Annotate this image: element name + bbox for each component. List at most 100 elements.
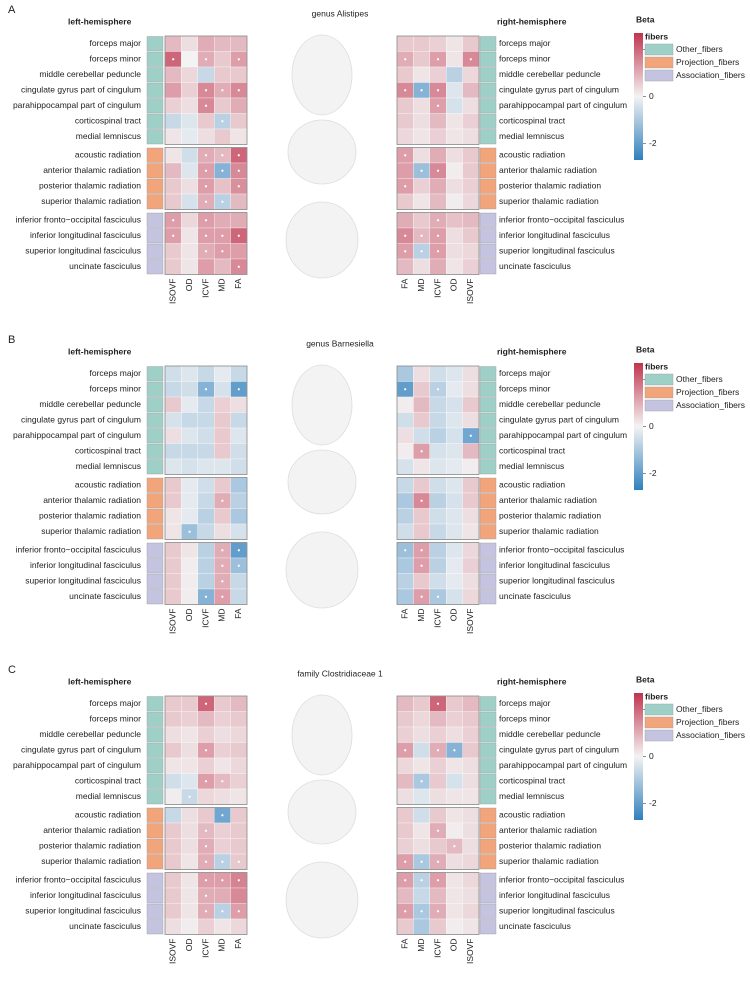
significance-dot xyxy=(237,154,240,157)
row-label: forceps minor xyxy=(90,384,142,394)
group-strip xyxy=(146,67,164,83)
heat-cell xyxy=(446,492,463,509)
significance-dot xyxy=(436,250,440,253)
significance-dot xyxy=(204,169,208,172)
hemisphere-title: left-hemisphere xyxy=(68,676,132,686)
heat-cell xyxy=(164,193,182,210)
significance-dot xyxy=(404,388,407,391)
heat-cell xyxy=(164,887,182,904)
heat-cell xyxy=(446,193,463,210)
heat-cell xyxy=(413,695,430,712)
heat-cell xyxy=(181,887,198,904)
heat-cell xyxy=(197,113,215,130)
heat-cell xyxy=(164,695,182,712)
group-strip xyxy=(146,163,164,179)
row-label: parahippocampal part of cingulum xyxy=(499,100,627,110)
significance-dot xyxy=(469,58,472,61)
heat-cell xyxy=(230,427,248,444)
heat-cell xyxy=(181,97,198,114)
group-frame xyxy=(396,695,480,805)
row-label: medial lemniscus xyxy=(499,461,564,471)
heat-cell xyxy=(446,807,463,824)
heat-cell xyxy=(230,573,248,590)
hemisphere-title: right-hemisphere xyxy=(497,16,567,26)
legend-swatch xyxy=(644,56,674,69)
heat-cell xyxy=(230,742,248,759)
heat-cell xyxy=(214,427,231,444)
heat-cell xyxy=(446,82,463,99)
heat-cell xyxy=(462,872,480,889)
heat-cell xyxy=(429,887,447,904)
group-strip xyxy=(146,366,164,382)
group-strip xyxy=(146,147,164,163)
column-label: ISOVF xyxy=(465,279,475,305)
heat-cell xyxy=(230,243,248,260)
heat-cell xyxy=(413,212,430,229)
heat-cell xyxy=(181,258,198,275)
group-strip xyxy=(479,508,497,524)
significance-dot xyxy=(221,879,224,882)
heat-cell xyxy=(396,726,414,743)
heat-cell xyxy=(197,711,215,728)
row-label: inferior longitudinal fasciculus xyxy=(30,230,141,240)
significance-dot xyxy=(204,894,208,897)
heat-cell xyxy=(197,757,215,774)
heat-cell xyxy=(230,396,248,413)
column-label: MD xyxy=(416,279,426,292)
legend-label: Association_fibers xyxy=(676,730,745,740)
heat-cell xyxy=(413,887,430,904)
heat-cell xyxy=(164,573,182,590)
heat-cell xyxy=(446,887,463,904)
heat-cell xyxy=(429,711,447,728)
heat-cell xyxy=(230,193,248,210)
group-strip xyxy=(479,807,497,823)
group-strip xyxy=(479,243,497,259)
heat-cell xyxy=(462,243,480,260)
group-strip xyxy=(146,711,164,727)
group-strip xyxy=(146,542,164,558)
significance-dot xyxy=(436,829,440,832)
significance-dot xyxy=(221,860,224,863)
heat-cell xyxy=(164,162,182,179)
significance-dot xyxy=(436,58,440,61)
heat-cell xyxy=(230,212,248,229)
row-label: posterior thalamic radiation xyxy=(39,181,141,191)
heat-cell xyxy=(446,557,463,574)
group-strip xyxy=(146,838,164,854)
heat-cell xyxy=(429,412,447,429)
group-frame xyxy=(396,477,480,540)
column-label: MD xyxy=(217,279,227,292)
column-label: ICVF xyxy=(432,939,442,958)
row-label: cingulate gyrus part of cingulum xyxy=(21,85,141,95)
group-strip xyxy=(479,711,497,727)
significance-dot xyxy=(237,564,240,567)
significance-dot xyxy=(204,250,208,253)
row-label: anterior thalamic radiation xyxy=(43,495,141,505)
group-strip xyxy=(146,872,164,888)
heat-cell xyxy=(181,147,198,164)
heat-cell xyxy=(462,97,480,114)
heat-cell xyxy=(413,193,430,210)
heat-cell xyxy=(164,588,182,605)
heat-cell xyxy=(181,872,198,889)
group-strip xyxy=(146,459,164,475)
panel-title: genus Barnesiella xyxy=(306,338,374,348)
heat-cell xyxy=(429,396,447,413)
heat-cell xyxy=(197,477,215,494)
group-strip xyxy=(146,82,164,98)
group-strip xyxy=(146,888,164,904)
row-label: cingulate gyrus part of cingulum xyxy=(21,745,141,755)
heat-cell xyxy=(413,97,430,114)
heat-cell xyxy=(462,853,480,870)
heat-cell xyxy=(164,477,182,494)
heat-cell xyxy=(164,412,182,429)
heat-cell xyxy=(164,128,182,145)
heat-cell xyxy=(230,443,248,460)
heat-cell xyxy=(230,113,248,130)
column-label: FA xyxy=(399,278,409,289)
heat-cell xyxy=(181,66,198,83)
heat-cell xyxy=(181,903,198,920)
heat-cell xyxy=(396,427,414,444)
heat-cell xyxy=(164,97,182,114)
significance-dot xyxy=(436,595,440,598)
